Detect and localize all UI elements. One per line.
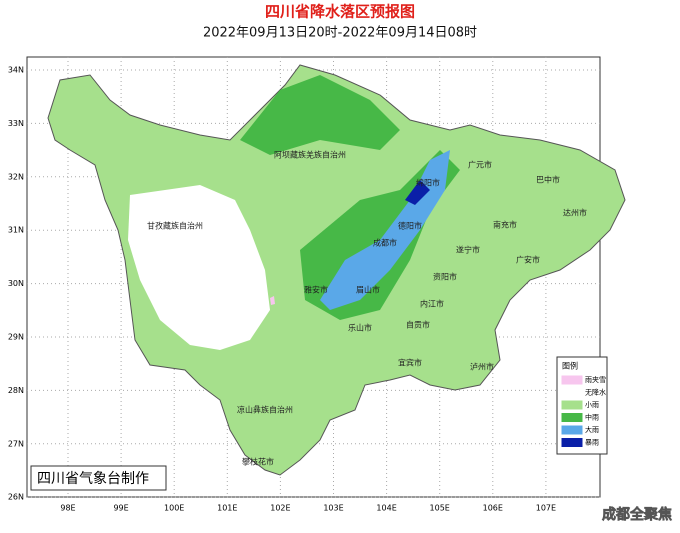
region-label: 资阳市 xyxy=(433,272,457,282)
rainstorm-area xyxy=(405,180,430,205)
region-label: 广安市 xyxy=(516,255,540,265)
region-label: 乐山市 xyxy=(348,323,372,333)
region-label: 德阳市 xyxy=(398,221,422,231)
legend-label: 中雨 xyxy=(585,413,599,422)
lon-label: 104E xyxy=(376,504,396,513)
lat-label: 26N xyxy=(8,493,24,502)
legend-title: 图例 xyxy=(562,361,578,371)
lon-label: 103E xyxy=(323,504,343,513)
lon-label: 101E xyxy=(217,504,237,513)
legend-label: 雨夹雪 xyxy=(585,375,606,384)
labels: 阿坝藏族羌族自治州甘孜藏族自治州凉山彝族自治州攀枝花市雅安市成都市德阳市绵阳市广… xyxy=(147,150,587,467)
region-label: 眉山市 xyxy=(356,285,380,295)
region-label: 宜宾市 xyxy=(398,358,422,368)
watermark: 成都全聚焦 xyxy=(602,506,672,523)
region-label: 遂宁市 xyxy=(456,245,480,255)
legend-swatch xyxy=(561,413,583,422)
lat-label: 30N xyxy=(8,279,24,288)
region-label: 巴中市 xyxy=(536,175,560,185)
region-label: 泸州市 xyxy=(470,362,494,372)
region-label: 凉山彝族自治州 xyxy=(237,405,293,415)
lon-label: 99E xyxy=(113,504,128,513)
subtitle: 2022年09月13日20时-2022年09月14日08时 xyxy=(203,26,477,41)
region-label: 达州市 xyxy=(563,208,587,218)
lon-label: 106E xyxy=(483,504,503,513)
region-label: 攀枝花市 xyxy=(242,457,274,467)
region-label: 成都市 xyxy=(373,238,397,248)
region-label: 南充市 xyxy=(493,220,517,230)
legend-swatch xyxy=(561,438,583,447)
region-label: 广元市 xyxy=(468,160,492,170)
legend-swatch xyxy=(561,425,583,435)
legend-swatch xyxy=(561,375,583,385)
lat-label: 33N xyxy=(8,119,24,128)
lon-label: 102E xyxy=(270,504,290,513)
legend-label: 无降水 xyxy=(585,388,606,397)
lat-label: 34N xyxy=(8,66,24,75)
region-label: 绵阳市 xyxy=(416,178,440,188)
lat-label: 31N xyxy=(8,226,24,235)
sleet-area xyxy=(270,296,275,305)
region-label: 阿坝藏族羌族自治州 xyxy=(274,150,346,160)
legend-label: 大雨 xyxy=(585,425,599,434)
region-label: 雅安市 xyxy=(304,285,328,295)
no-rain-area xyxy=(128,185,270,350)
lat-label: 28N xyxy=(8,386,24,395)
region-label: 甘孜藏族自治州 xyxy=(147,221,203,231)
footer: 四川省气象台制作 xyxy=(37,471,149,487)
legend-swatch xyxy=(561,400,583,410)
lat-label: 29N xyxy=(8,333,24,342)
lon-label: 105E xyxy=(430,504,450,513)
region-label: 内江市 xyxy=(420,299,444,309)
lon-label: 98E xyxy=(60,504,75,513)
title: 四川省降水落区预报图 xyxy=(265,3,415,21)
lat-label: 27N xyxy=(8,439,24,448)
legend-label: 小雨 xyxy=(585,400,599,409)
lon-label: 107E xyxy=(536,504,556,513)
lat-label: 32N xyxy=(8,172,24,181)
legend-swatch xyxy=(562,388,582,397)
lon-label: 100E xyxy=(164,504,184,513)
legend-label: 暴雨 xyxy=(585,439,599,447)
region-label: 自贡市 xyxy=(406,320,430,330)
moderate-rain-area xyxy=(240,75,400,155)
footer-box xyxy=(30,465,167,491)
